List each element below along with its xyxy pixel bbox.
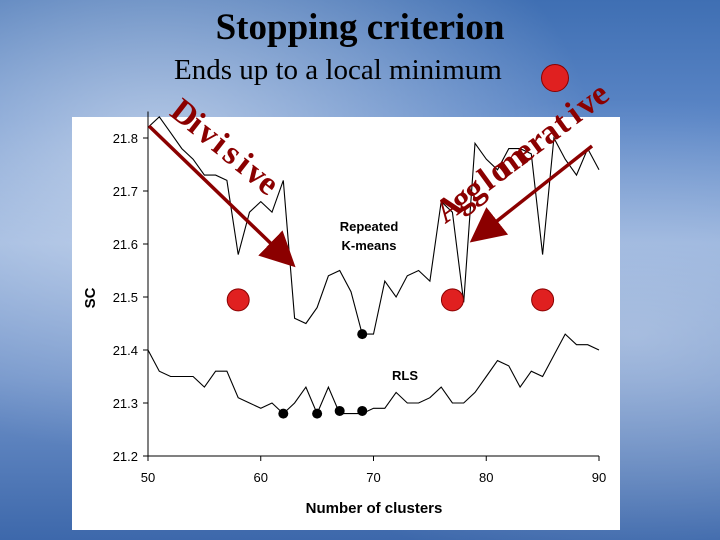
series-layer [147,115,600,416]
local-minimum-point [357,405,368,416]
x-tick-label: 60 [254,470,268,485]
local-minimum-red-marker [531,288,555,312]
x-tick-label: 80 [479,470,493,485]
series-label-kmeans-line2: K-means [342,238,397,253]
x-tick-label: 90 [592,470,606,485]
local-minimum-point [278,408,289,419]
y-tick-label: 21.3 [113,396,138,411]
chart-panel [72,117,620,530]
x-axis-title: Number of clusters [306,500,443,517]
series-line-repeated-kmeans [147,115,600,335]
y-tick-label: 21.7 [113,184,138,199]
local-minimum-point [357,329,368,340]
axes: 21.2 21.3 21.4 21.5 21.6 21.7 21.8 50 60 70 80 90 [113,111,606,485]
local-minimum-point [312,408,323,419]
y-axis-title: SC [82,287,99,308]
divisive-arrow [147,124,296,268]
local-minimum-marker-legend [541,64,569,92]
y-tick-label: 21.5 [113,290,138,305]
y-tick-label: 21.4 [113,343,138,358]
slide-title: Stopping criterion [215,7,505,48]
local-minimum-point [334,405,345,416]
x-tick-label: 50 [141,470,155,485]
slide-subtitle: Ends up to a local minimum [174,54,502,86]
series-label-kmeans-line1: Repeated [340,219,399,234]
series-label-rls: RLS [392,368,418,383]
y-tick-label: 21.6 [113,237,138,252]
x-tick-label: 70 [366,470,380,485]
y-tick-label: 21.8 [113,131,138,146]
agglomerative-arrow [469,144,594,243]
marker-layer [226,288,555,419]
series-line-rls [147,333,600,416]
local-minimum-red-marker [440,288,464,312]
local-minimum-red-marker [226,288,250,312]
y-tick-label: 21.2 [113,449,138,464]
